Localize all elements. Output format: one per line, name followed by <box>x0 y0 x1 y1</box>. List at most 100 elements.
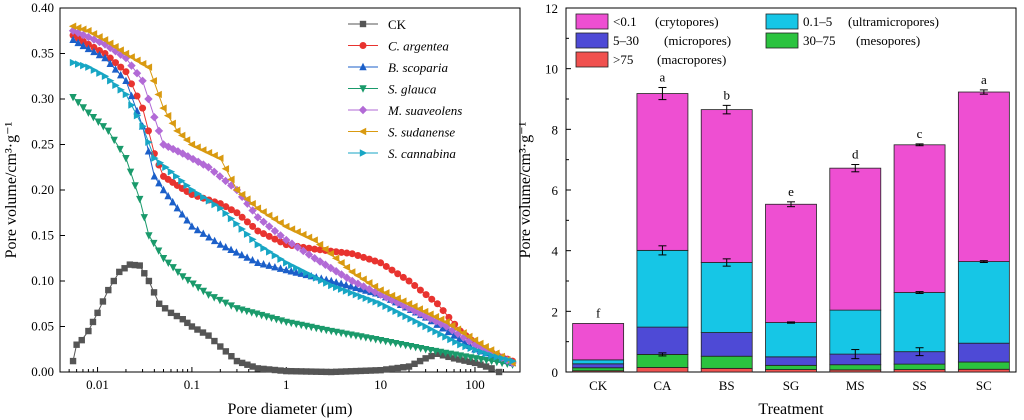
data-point <box>133 92 141 100</box>
series-line <box>72 25 513 364</box>
data-point <box>107 77 115 85</box>
data-point <box>249 363 256 370</box>
data-point <box>372 367 379 374</box>
data-point <box>133 56 141 65</box>
data-point <box>243 230 252 238</box>
data-point <box>96 69 104 77</box>
data-point <box>145 138 153 146</box>
line-legend: CK C. argentea B. scoparia S. glauca M. suav… <box>348 17 462 161</box>
data-point <box>69 93 77 102</box>
legend-swatch <box>765 32 799 49</box>
y-tick-label: 6 <box>552 183 559 198</box>
bar-segment <box>572 323 625 361</box>
data-point <box>78 336 85 344</box>
bar-segment <box>765 356 817 366</box>
bar-segment <box>893 144 946 293</box>
data-point <box>416 286 424 294</box>
data-point <box>342 280 350 289</box>
data-point <box>337 279 345 287</box>
data-point <box>69 35 77 44</box>
data-point <box>112 81 120 90</box>
legend-desc: (ultramicropores) <box>848 14 939 29</box>
data-point <box>173 312 181 320</box>
data-point <box>84 44 93 53</box>
bar-bs <box>700 109 753 373</box>
data-point <box>254 227 262 235</box>
data-point <box>144 94 153 104</box>
data-point <box>310 236 318 244</box>
data-point <box>233 357 241 365</box>
data-point <box>331 254 340 262</box>
data-point <box>360 253 368 261</box>
data-point <box>105 286 112 294</box>
bar-segment <box>829 309 882 355</box>
data-point <box>354 252 362 260</box>
data-point <box>434 350 441 357</box>
data-point <box>122 90 131 99</box>
data-point <box>498 354 507 363</box>
data-point <box>270 215 279 223</box>
y-tick-label: 0.35 <box>31 46 54 61</box>
data-point <box>101 50 109 57</box>
data-point <box>265 261 273 269</box>
data-point <box>233 220 241 228</box>
bar-segment <box>893 292 946 353</box>
data-point <box>323 279 331 287</box>
data-point <box>486 346 495 354</box>
x-tick-label: 100 <box>465 377 485 392</box>
data-point <box>84 40 92 48</box>
data-point <box>282 235 291 245</box>
data-point <box>365 284 374 294</box>
data-point <box>333 368 340 376</box>
legend-label: 30–75 <box>803 33 836 48</box>
data-point <box>95 50 104 59</box>
data-point <box>221 243 230 251</box>
error-bar <box>851 349 860 360</box>
data-point <box>431 313 440 321</box>
data-point <box>442 318 450 326</box>
data-point <box>362 367 370 374</box>
bar-segment <box>700 355 753 369</box>
data-point <box>90 66 99 74</box>
data-point <box>259 208 267 216</box>
data-point <box>73 24 82 32</box>
data-point <box>397 310 405 318</box>
data-point <box>244 361 251 368</box>
data-point <box>315 240 324 249</box>
data-point <box>326 250 334 258</box>
data-point <box>365 279 373 287</box>
data-point <box>337 248 345 256</box>
data-point <box>89 114 98 122</box>
bar-segment <box>572 359 625 365</box>
data-point <box>304 250 314 259</box>
data-point <box>359 275 367 283</box>
data-point <box>154 247 163 255</box>
data-point <box>488 365 495 372</box>
bar-segment <box>957 91 1010 262</box>
series-line <box>72 96 513 366</box>
data-point <box>154 126 164 136</box>
data-point <box>95 33 103 41</box>
data-point <box>293 264 301 272</box>
data-point <box>106 39 114 47</box>
data-point <box>483 350 491 358</box>
legend-marker <box>359 149 368 157</box>
data-point <box>117 70 125 79</box>
data-point <box>211 200 219 209</box>
data-point <box>173 204 181 212</box>
data-point <box>205 332 212 339</box>
data-point <box>416 357 424 365</box>
data-point <box>265 211 273 220</box>
data-point <box>217 204 225 212</box>
data-point <box>439 307 447 315</box>
data-point <box>439 352 447 359</box>
data-point <box>79 104 87 112</box>
legend-label: C. argentea <box>388 39 449 54</box>
data-point <box>347 368 355 375</box>
data-point <box>111 65 120 73</box>
y-tick-label: 4 <box>552 244 559 259</box>
data-point <box>313 274 321 282</box>
data-point <box>126 168 135 176</box>
data-point <box>136 262 143 269</box>
legend-label: S. sudanense <box>388 125 455 140</box>
